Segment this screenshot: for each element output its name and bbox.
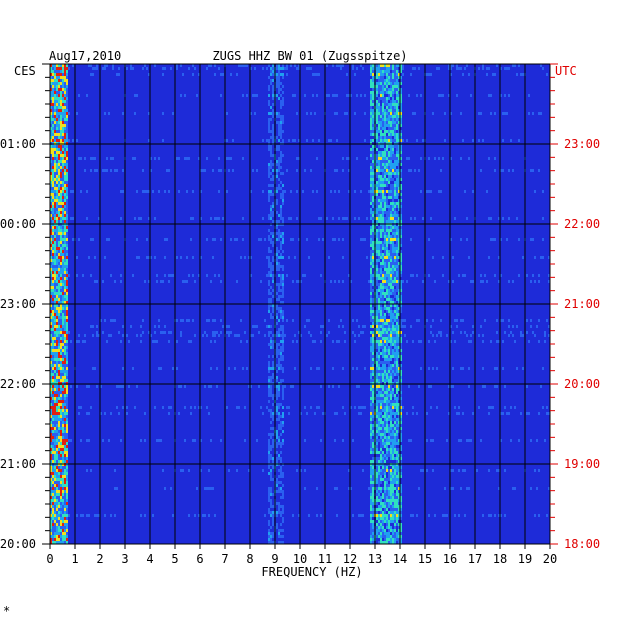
y-tick-label-left: 01:00 (0, 137, 36, 151)
x-tick-label: 19 (518, 552, 532, 566)
right-axis-unit: UTC (555, 64, 577, 78)
chart-title: ZUGS HHZ BW 01 (Zugsspitze) (212, 49, 407, 63)
chart-date: Aug17,2010 (49, 49, 121, 63)
x-tick-label: 5 (171, 552, 178, 566)
x-tick-label: 1 (71, 552, 78, 566)
y-tick-label-right: 18:00 (564, 537, 600, 551)
corner-mark: * (3, 604, 10, 618)
x-tick-label: 7 (221, 552, 228, 566)
y-tick-label-right: 22:00 (564, 217, 600, 231)
x-tick-label: 3 (121, 552, 128, 566)
x-tick-label: 14 (393, 552, 407, 566)
x-tick-label: 11 (318, 552, 332, 566)
x-tick-label: 13 (368, 552, 382, 566)
x-tick-label: 4 (146, 552, 153, 566)
x-tick-label: 6 (196, 552, 203, 566)
x-tick-label: 18 (493, 552, 507, 566)
x-tick-label: 15 (418, 552, 432, 566)
y-tick-label-left: 21:00 (0, 457, 36, 471)
x-tick-label: 8 (246, 552, 253, 566)
x-axis-label: FREQUENCY (HZ) (261, 565, 362, 579)
x-tick-label: 9 (271, 552, 278, 566)
x-tick-label: 20 (543, 552, 557, 566)
y-tick-label-left: 20:00 (0, 537, 36, 551)
y-tick-label-right: 23:00 (564, 137, 600, 151)
grid-lines (49, 63, 551, 545)
x-tick-label: 2 (96, 552, 103, 566)
y-tick-label-right: 19:00 (564, 457, 600, 471)
y-tick-label-left: 22:00 (0, 377, 36, 391)
x-tick-label: 10 (293, 552, 307, 566)
y-tick-label-left: 23:00 (0, 297, 36, 311)
left-axis-unit: CES (14, 64, 36, 78)
x-tick-label: 0 (46, 552, 53, 566)
x-tick-label: 12 (343, 552, 357, 566)
x-tick-label: 16 (443, 552, 457, 566)
y-tick-label-right: 21:00 (564, 297, 600, 311)
y-tick-label-left: 00:00 (0, 217, 36, 231)
y-tick-label-right: 20:00 (564, 377, 600, 391)
x-tick-label: 17 (468, 552, 482, 566)
